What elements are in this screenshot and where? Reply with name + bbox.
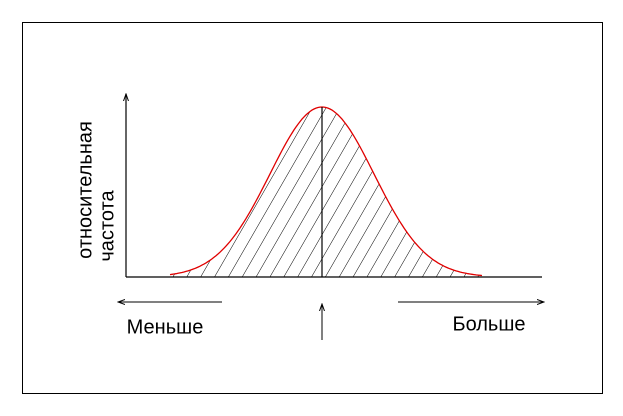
distribution-curve xyxy=(169,106,483,277)
hatched-area xyxy=(170,107,482,277)
y-axis-label: относительная xyxy=(74,121,96,259)
y-axis-label: частота xyxy=(96,190,118,262)
left-label: Меньше xyxy=(127,316,204,338)
right-label: Больше xyxy=(452,313,525,335)
